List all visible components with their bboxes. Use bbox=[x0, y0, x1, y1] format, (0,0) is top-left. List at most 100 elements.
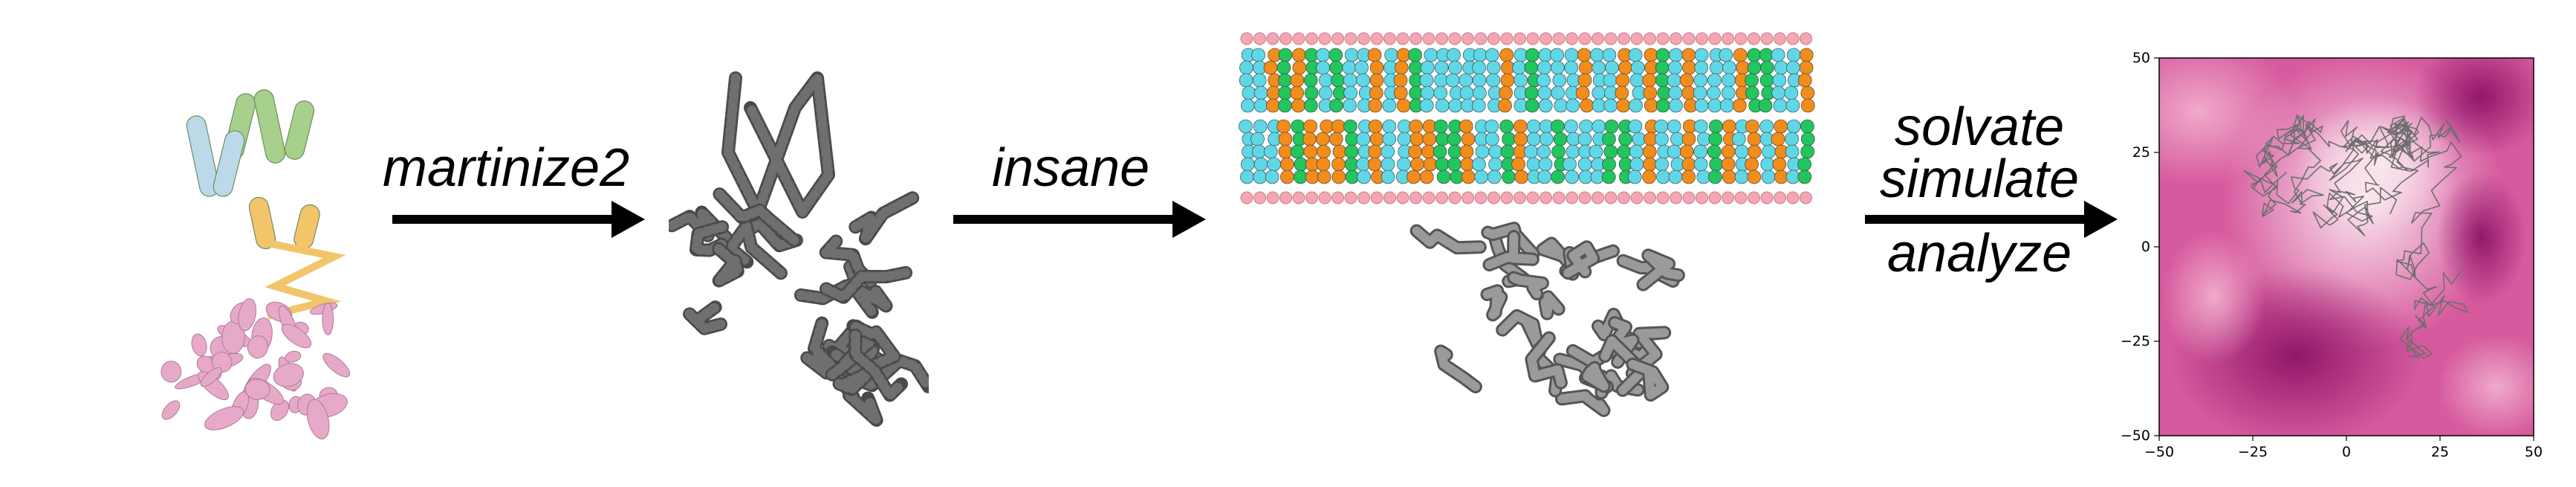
lipid-headgroup bbox=[1448, 191, 1461, 204]
lipid-tail-bead bbox=[1474, 170, 1488, 184]
lipid-tail-bead bbox=[1303, 144, 1318, 159]
lipid-headgroup bbox=[1266, 32, 1279, 45]
lipid-tail-bead bbox=[1748, 144, 1762, 159]
lipid-tail-bead bbox=[1681, 157, 1696, 172]
lipid-headgroup bbox=[1383, 191, 1396, 204]
lipid-tail-bead bbox=[1344, 144, 1359, 159]
lipid-tail-bead bbox=[1331, 73, 1345, 88]
lipid-tail-bead bbox=[1514, 132, 1528, 146]
lipid-tail-bead bbox=[1693, 86, 1707, 100]
lipid-headgroup bbox=[1800, 32, 1812, 45]
lipid-tail-bead bbox=[1328, 48, 1343, 62]
lipid-headgroup bbox=[1253, 32, 1266, 45]
lipid-tail-bead bbox=[1291, 98, 1305, 113]
lipid-tail-bead bbox=[1679, 144, 1694, 159]
lipid-tail-bead bbox=[1317, 144, 1331, 159]
lipid-tail-bead bbox=[1278, 86, 1293, 100]
lipid-tail-bead bbox=[1579, 119, 1593, 134]
lipid-tail-bead bbox=[1447, 48, 1461, 62]
lipid-headgroup bbox=[1370, 32, 1383, 45]
lipid-headgroup bbox=[1774, 191, 1786, 204]
lipid-headgroup bbox=[1644, 32, 1656, 45]
x-tick-label: −25 bbox=[2238, 444, 2268, 460]
lipid-tail-bead bbox=[1485, 132, 1499, 146]
lipid-tail-bead bbox=[1499, 119, 1514, 134]
lipid-tail-bead bbox=[1537, 170, 1552, 184]
lipid-tail-bead bbox=[1369, 132, 1384, 146]
lipid-tail-bead bbox=[1419, 73, 1434, 88]
lipid-tail-bead bbox=[1551, 60, 1565, 75]
lipid-tail-bead bbox=[1253, 86, 1268, 100]
lipid-tail-bead bbox=[1682, 60, 1696, 75]
lipid-tail-bead bbox=[1747, 60, 1762, 75]
lipid-tail-bead bbox=[1628, 48, 1643, 62]
lipid-tail-bead bbox=[1800, 144, 1814, 159]
lipid-tail-bead bbox=[1393, 86, 1408, 100]
lipid-tail-bead bbox=[1369, 86, 1383, 100]
lipid-tail-bead bbox=[1553, 132, 1568, 146]
lipid-tail-bead bbox=[1422, 132, 1436, 146]
lipid-tail-bead bbox=[1499, 86, 1513, 100]
lipid-tail-bead bbox=[1707, 144, 1722, 159]
lipid-tail-bead bbox=[1485, 48, 1499, 62]
helix-segment bbox=[270, 399, 289, 421]
lipid-tail-bead bbox=[1409, 119, 1423, 134]
lipid-tail-bead bbox=[1267, 157, 1281, 172]
lipid-tail-bead bbox=[1459, 144, 1474, 159]
lipid-headgroup bbox=[1734, 191, 1748, 204]
lipid-headgroup bbox=[1566, 32, 1578, 45]
lipid-tail-bead bbox=[1800, 119, 1814, 134]
lipid-tail-bead bbox=[1409, 132, 1424, 146]
lipid-tail-bead bbox=[1784, 86, 1799, 100]
lipid-tail-bead bbox=[1381, 170, 1395, 184]
lipid-tail-bead bbox=[1681, 132, 1696, 146]
lipid-tail-bead bbox=[1319, 73, 1333, 88]
helix-segment bbox=[293, 204, 320, 250]
lipid-tail-bead bbox=[1316, 132, 1330, 146]
helix-segment bbox=[212, 130, 245, 197]
lipid-headgroup bbox=[1279, 32, 1292, 45]
lipid-tail-bead bbox=[1459, 86, 1474, 100]
lipid-tail-bead bbox=[1461, 170, 1476, 184]
helix-segment bbox=[273, 363, 304, 387]
lipid-tail-bead bbox=[1709, 157, 1724, 172]
lipid-tail-bead bbox=[1342, 60, 1357, 75]
lipid-tail-bead bbox=[1785, 144, 1800, 159]
lipid-tail-bead bbox=[1758, 98, 1773, 113]
step-label-simulate: simulate bbox=[1880, 149, 2080, 209]
lipid-tail-bead bbox=[1797, 157, 1811, 172]
lipid-tail-bead bbox=[1800, 98, 1815, 113]
lipid-tail-bead bbox=[1527, 132, 1541, 146]
lipid-tail-bead bbox=[1566, 98, 1580, 113]
lipid-tail-bead bbox=[1709, 119, 1723, 134]
lipid-tail-bead bbox=[1669, 98, 1683, 113]
y-tick-label: 25 bbox=[2132, 144, 2150, 161]
lipid-tail-bead bbox=[1602, 48, 1617, 62]
lipid-headgroup bbox=[1292, 32, 1305, 45]
helix-segment bbox=[322, 352, 351, 378]
lipid-tail-bead bbox=[1331, 157, 1346, 172]
lipid-tail-bead bbox=[1747, 170, 1762, 184]
lipid-tail-bead bbox=[1708, 170, 1722, 184]
lipid-tail-bead bbox=[1433, 144, 1447, 159]
lipid-tail-bead bbox=[1343, 73, 1357, 88]
cg-protein-chain bbox=[1527, 333, 1566, 387]
lipid-tail-bead bbox=[1526, 119, 1541, 134]
lipid-tail-bead bbox=[1734, 170, 1749, 184]
lipid-tail-bead bbox=[1668, 86, 1683, 100]
lipid-headgroup bbox=[1748, 32, 1760, 45]
lipid-tail-bead bbox=[1459, 119, 1473, 134]
lipid-tail-bead bbox=[1722, 60, 1736, 75]
lipid-tail-bead bbox=[1473, 86, 1487, 100]
lipid-tail-bead bbox=[1303, 73, 1318, 88]
lipid-headgroup bbox=[1435, 191, 1448, 204]
lipid-tail-bead bbox=[1239, 60, 1253, 75]
membrane-protein-system bbox=[1239, 32, 1815, 417]
arrow-1 bbox=[392, 201, 645, 238]
lipid-tail-bead bbox=[1525, 48, 1540, 62]
lipid-tail-bead bbox=[1565, 170, 1579, 184]
lipid-headgroup bbox=[1344, 32, 1357, 45]
lipid-tail-bead bbox=[1733, 48, 1748, 62]
lipid-headgroup bbox=[1552, 32, 1566, 45]
lipid-tail-bead bbox=[1602, 157, 1616, 172]
